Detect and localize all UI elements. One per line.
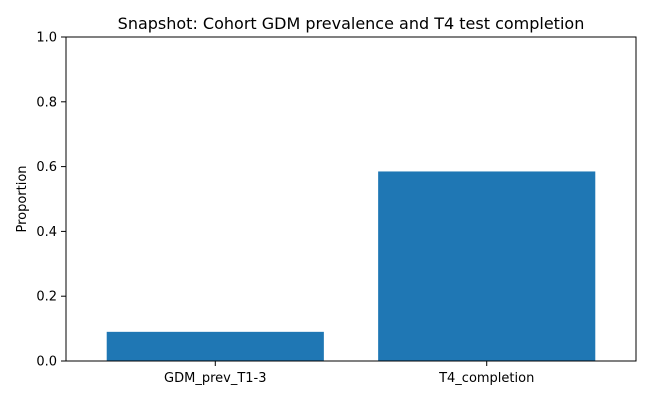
y-tick-label: 0.8 xyxy=(36,95,57,110)
x-tick-label: T4_completion xyxy=(438,371,534,386)
y-tick-label: 0.2 xyxy=(36,290,57,305)
x-tick-label: GDM_prev_T1-3 xyxy=(164,371,266,386)
y-tick-label: 1.0 xyxy=(36,31,57,46)
y-tick-label: 0.4 xyxy=(36,225,57,240)
y-tick-label: 0.0 xyxy=(36,355,57,370)
y-axis-ticks: 0.0 0.2 0.4 0.6 0.8 1.0 xyxy=(36,31,66,370)
bar-GDM_prev_T1-3 xyxy=(106,331,324,361)
y-axis-label: Proportion xyxy=(15,165,30,232)
bar-T4_completion xyxy=(378,171,596,361)
chart-title: Snapshot: Cohort GDM prevalence and T4 t… xyxy=(118,14,585,33)
bars-group xyxy=(106,171,596,361)
y-tick-label: 0.6 xyxy=(36,160,57,175)
x-axis-ticks: GDM_prev_T1-3 T4_completion xyxy=(164,361,534,386)
plot-frame xyxy=(65,36,637,362)
